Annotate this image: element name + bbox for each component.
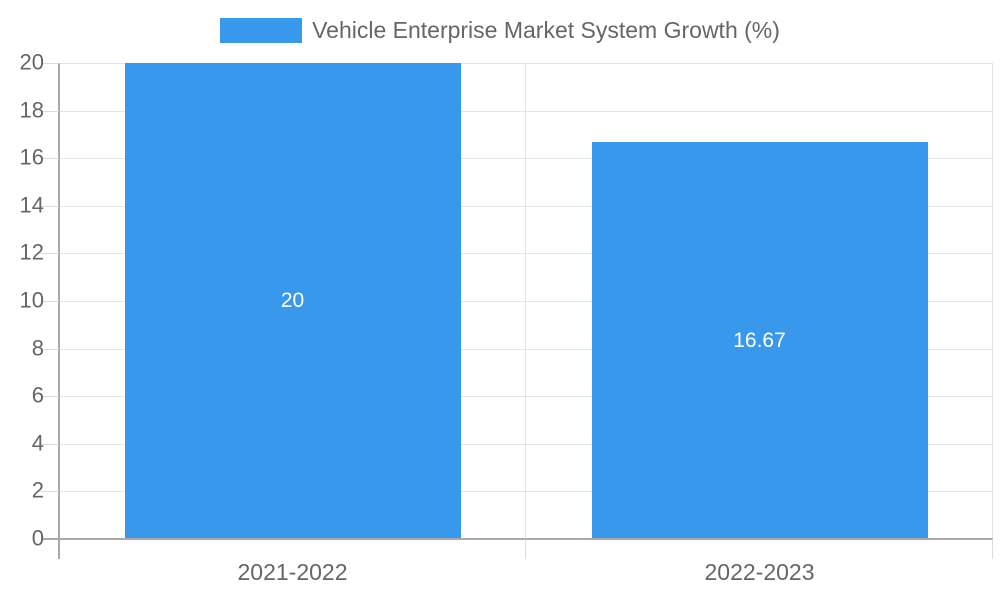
x-boundary-tick (525, 539, 526, 559)
gridline-y-12 (59, 253, 993, 255)
gridline-y-2 (59, 491, 993, 493)
gridline-y-6 (59, 396, 993, 398)
y-tick-10 (41, 301, 59, 302)
legend-swatch (220, 18, 303, 43)
y-axis-line (58, 63, 60, 559)
y-tick-4 (41, 443, 59, 445)
x-category-label: 2021-2022 (237, 559, 348, 585)
gridline-y-8 (59, 348, 993, 350)
bar-2021-2022 (124, 63, 461, 539)
gridline-y-20 (59, 63, 993, 64)
y-tick-6 (41, 396, 59, 398)
gridline-y-16 (59, 158, 993, 160)
gridline-category-boundary (525, 63, 526, 539)
gridline-category-boundary (992, 63, 993, 539)
y-tick-label: 14 (19, 192, 44, 218)
y-tick-18 (41, 110, 59, 112)
bar-value-label: 20 (280, 289, 305, 312)
gridline-y-4 (59, 443, 993, 445)
y-tick-2 (41, 491, 59, 493)
legend-label: Vehicle Enterprise Market System Growth … (312, 17, 780, 43)
y-tick-label: 4 (31, 430, 44, 456)
y-tick-label: 8 (31, 335, 44, 361)
chart-legend: Vehicle Enterprise Market System Growth … (0, 17, 1000, 44)
y-tick-14 (41, 205, 59, 207)
y-tick-label: 2 (31, 477, 44, 503)
gridline-y-18 (59, 110, 993, 112)
gridline-y-10 (59, 301, 993, 302)
gridline-y-14 (59, 205, 993, 207)
y-tick-label: 20 (19, 49, 44, 75)
bar-2022-2023 (591, 142, 928, 539)
y-tick-label: 12 (19, 239, 44, 265)
x-axis-line (41, 538, 993, 540)
bar-value-label: 16.67 (733, 328, 786, 352)
y-tick-label: 16 (19, 144, 44, 170)
y-tick-12 (41, 253, 59, 255)
y-tick-20 (41, 63, 59, 64)
y-tick-label: 0 (31, 525, 44, 551)
y-tick-label: 6 (31, 382, 44, 408)
y-tick-label: 18 (19, 97, 44, 123)
y-tick-label: 10 (19, 287, 44, 313)
y-tick-16 (41, 158, 59, 160)
y-tick-8 (41, 348, 59, 350)
x-category-label: 2022-2023 (704, 559, 815, 585)
plot-area: 20 16.67 (59, 63, 993, 539)
x-boundary-tick (992, 539, 993, 559)
